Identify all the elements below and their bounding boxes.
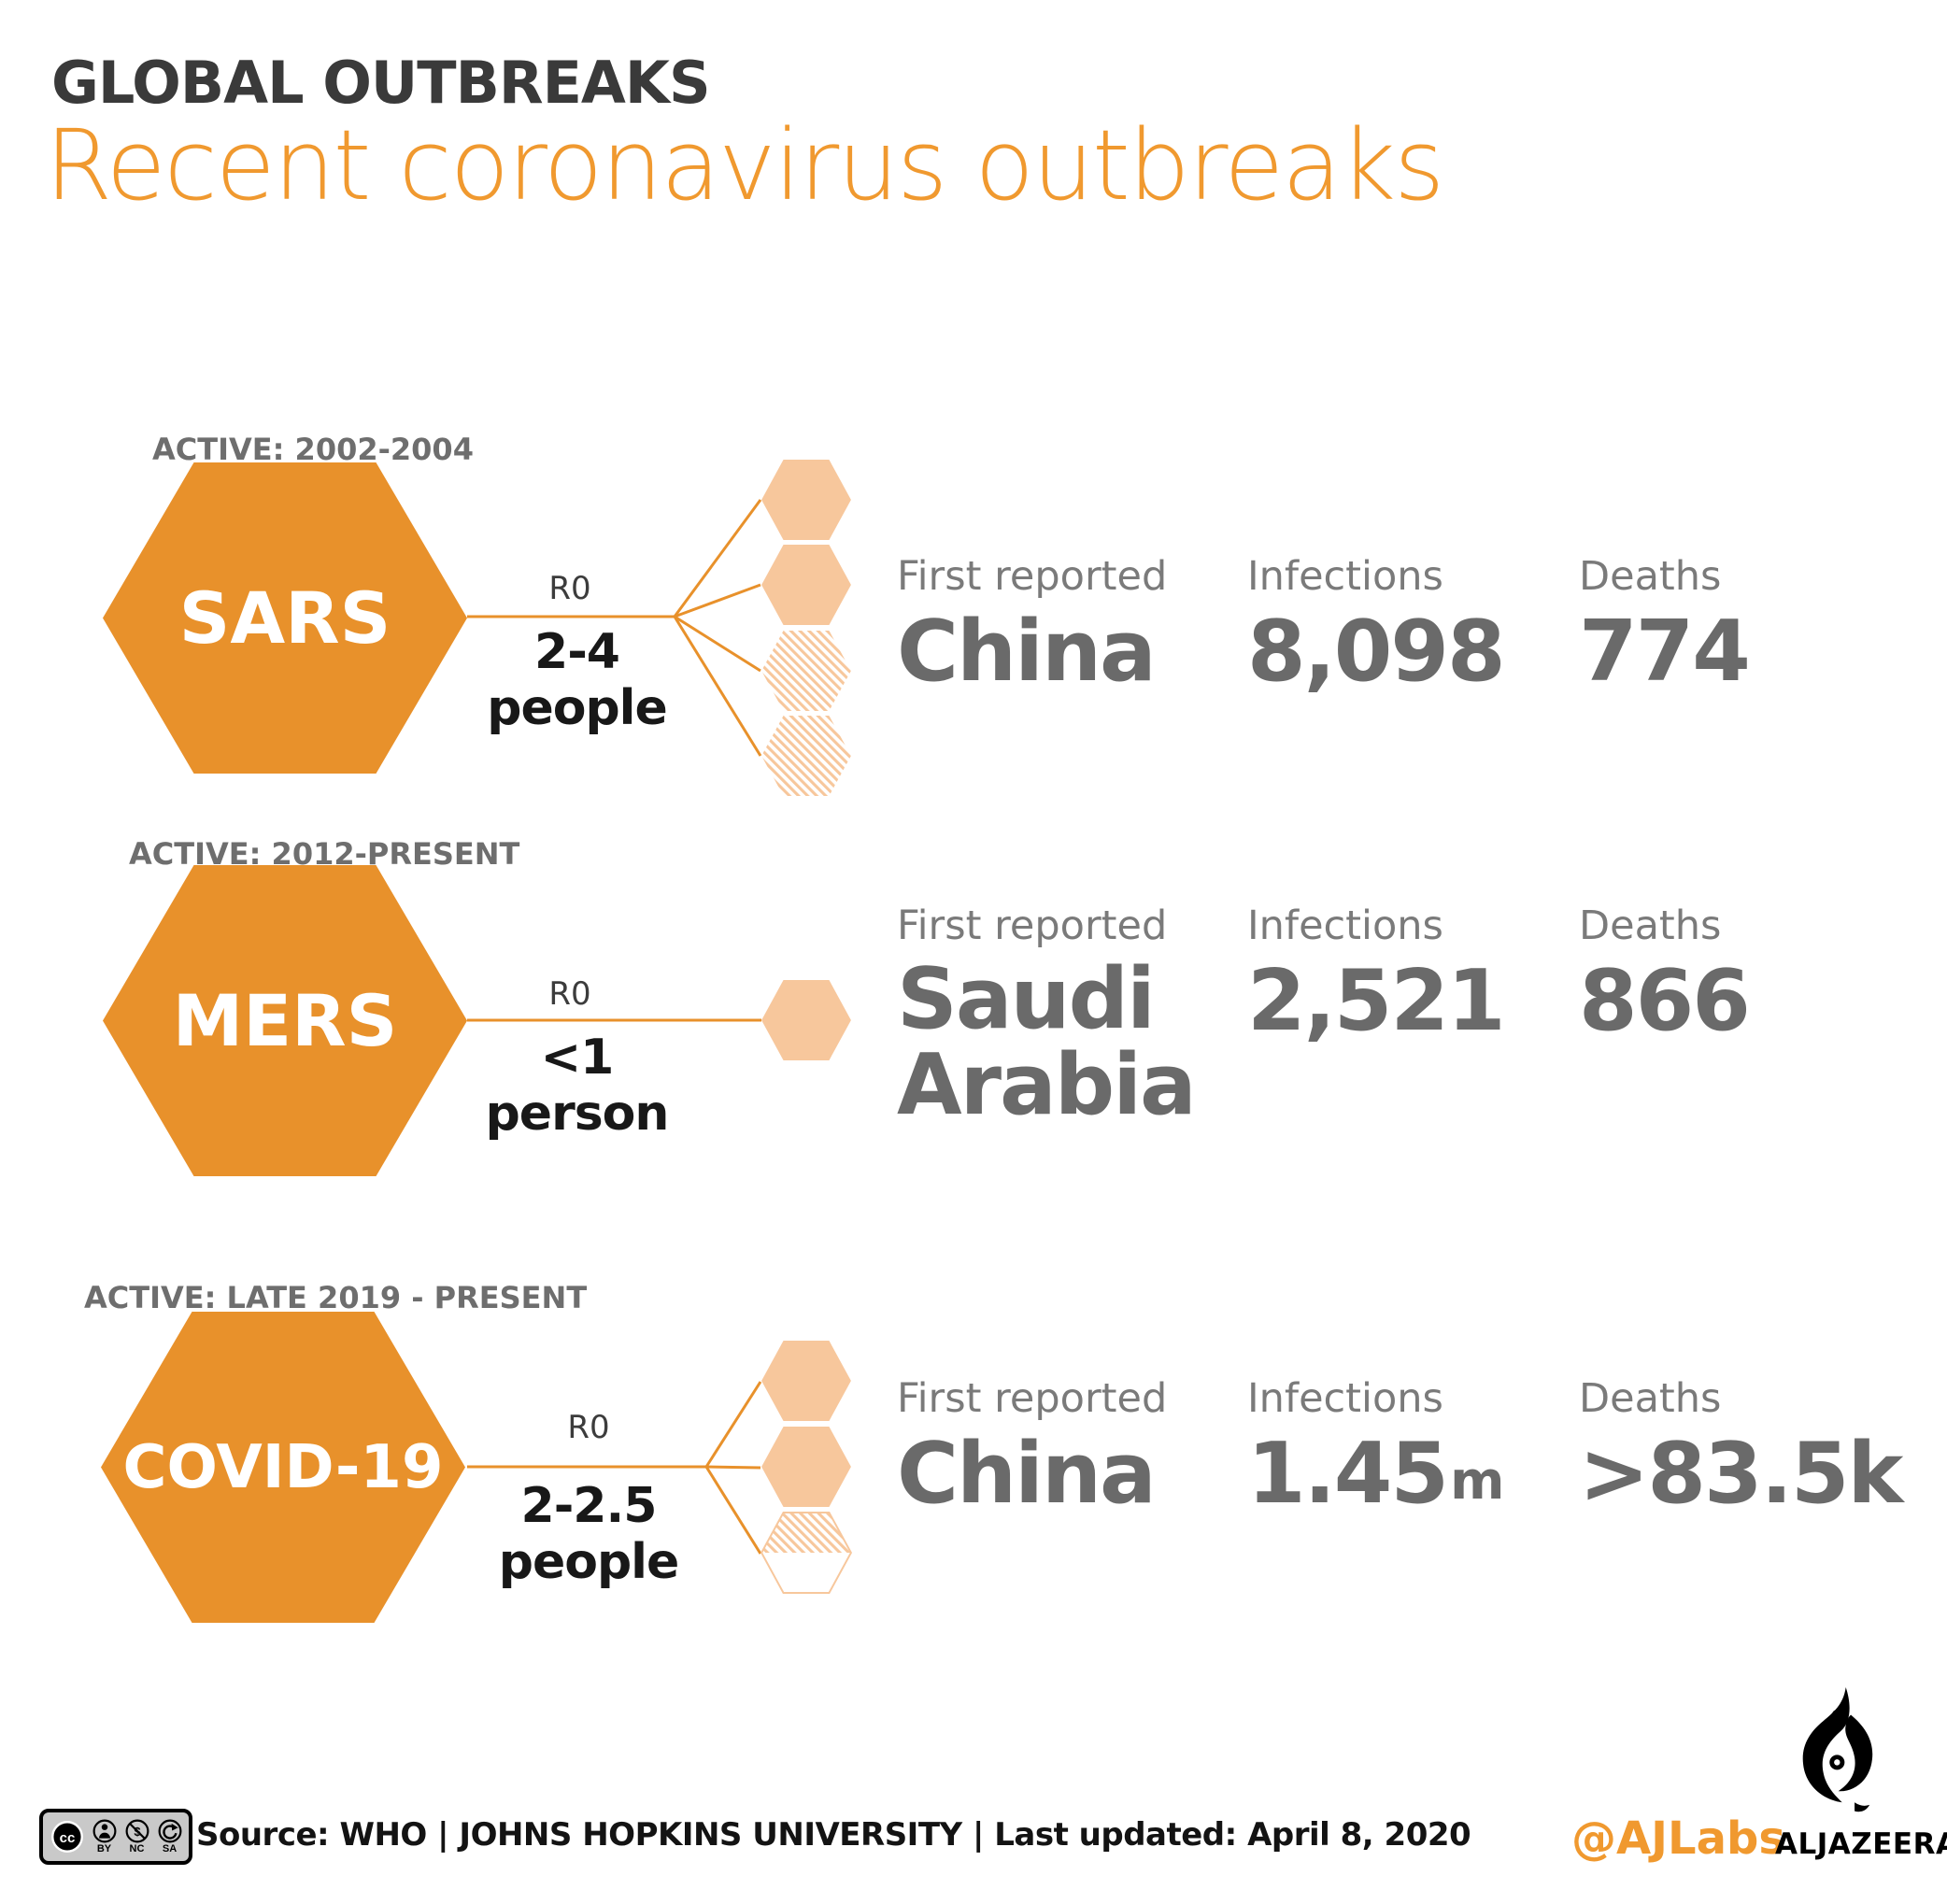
stat-value: 8,098 <box>1247 603 1506 701</box>
stat-value-suffix: m <box>1450 1451 1504 1512</box>
stat-label: First reported <box>897 902 1168 949</box>
spread-hexagon-hatched <box>761 630 851 712</box>
stat-first-reported: First reported Saudi Arabia <box>897 902 1233 1129</box>
aljazeera-logo-icon <box>1802 1687 1873 1812</box>
stat-infections: Infections 8,098 <box>1247 553 1506 701</box>
r0-value: <1 person <box>485 1030 670 1142</box>
spread-hexagon-solid <box>761 459 851 541</box>
svg-text:cc: cc <box>59 1830 75 1846</box>
cc-icon: cc <box>50 1820 84 1854</box>
r0-label: R0 <box>548 975 591 1013</box>
cc-nc-label: NC <box>129 1843 145 1854</box>
stat-value: China <box>897 1425 1157 1523</box>
spread-connector-lines <box>467 1018 761 1022</box>
spread-connector-lines <box>467 499 762 757</box>
stat-infections: Infections 1.45m <box>1247 1375 1504 1518</box>
cc-nc-icon: $ NC <box>125 1819 149 1854</box>
ajlabs-handle: @AJLabs <box>1571 1812 1785 1865</box>
page-kicker: GLOBAL OUTBREAKS <box>51 49 711 117</box>
active-period-label: ACTIVE: LATE 2019 - PRESENT <box>84 1280 588 1315</box>
stat-value: 1.45m <box>1247 1429 1504 1518</box>
stat-value-number: 1.45 <box>1247 1425 1449 1523</box>
cc-sa-label: SA <box>162 1843 178 1854</box>
disease-hexagon-sars: SARS <box>103 462 467 774</box>
disease-hexagon-covid19: COVID-19 <box>101 1312 465 1623</box>
r0-value: 2-2.5 people <box>498 1478 680 1590</box>
spread-hexagon-hatched <box>761 715 851 797</box>
spread-hexagon-half <box>760 1512 853 1594</box>
stat-deaths: Deaths 866 <box>1579 902 1751 1050</box>
stat-label: Deaths <box>1579 1375 1722 1422</box>
source-attribution: Source: WHO | JOHNS HOPKINS UNIVERSITY |… <box>196 1816 1471 1854</box>
stat-first-reported: First reported China <box>897 553 1233 696</box>
cc-by-icon: BY <box>92 1819 117 1854</box>
disease-hexagon-mers: MERS <box>103 865 467 1176</box>
stat-deaths: Deaths >83.5k <box>1579 1375 1903 1523</box>
stat-value: 2,521 <box>1247 952 1506 1050</box>
spread-hexagon-solid <box>761 979 851 1061</box>
stat-label: Deaths <box>1579 553 1722 600</box>
cc-sa-icon: SA <box>158 1819 182 1854</box>
stat-label: First reported <box>897 553 1168 600</box>
cc-license-badge: cc BY $ NC SA <box>39 1809 192 1865</box>
stat-value: 866 <box>1579 952 1751 1050</box>
disease-name: SARS <box>178 576 391 660</box>
page-title: Recent coronavirus outbreaks <box>45 108 1444 222</box>
r0-label: R0 <box>567 1409 610 1446</box>
stat-value: >83.5k <box>1579 1425 1903 1523</box>
stat-label: Deaths <box>1579 902 1722 949</box>
stat-value: 774 <box>1579 603 1751 701</box>
disease-name: COVID-19 <box>122 1432 444 1502</box>
cc-by-label: BY <box>96 1843 112 1854</box>
stat-infections: Infections 2,521 <box>1247 902 1506 1050</box>
active-period-label: ACTIVE: 2002-2004 <box>152 432 474 467</box>
stat-value: Saudi Arabia <box>897 950 1197 1134</box>
stat-label: First reported <box>897 1375 1168 1422</box>
stat-label: Infections <box>1247 553 1443 600</box>
r0-value: 2-4 people <box>487 624 668 736</box>
spread-hexagon-solid <box>761 544 851 626</box>
spread-hexagon-solid <box>761 1340 851 1422</box>
stat-label: Infections <box>1247 902 1443 949</box>
stat-label: Infections <box>1247 1375 1443 1422</box>
stat-deaths: Deaths 774 <box>1579 553 1751 701</box>
disease-name: MERS <box>172 979 398 1062</box>
spread-hexagon-solid <box>761 1426 851 1508</box>
aljazeera-wordmark: ALJAZEERA <box>1775 1827 1947 1861</box>
spread-connector-lines <box>467 1381 762 1555</box>
stat-value: China <box>897 603 1157 701</box>
stat-first-reported: First reported China <box>897 1375 1233 1518</box>
r0-label: R0 <box>548 570 591 607</box>
